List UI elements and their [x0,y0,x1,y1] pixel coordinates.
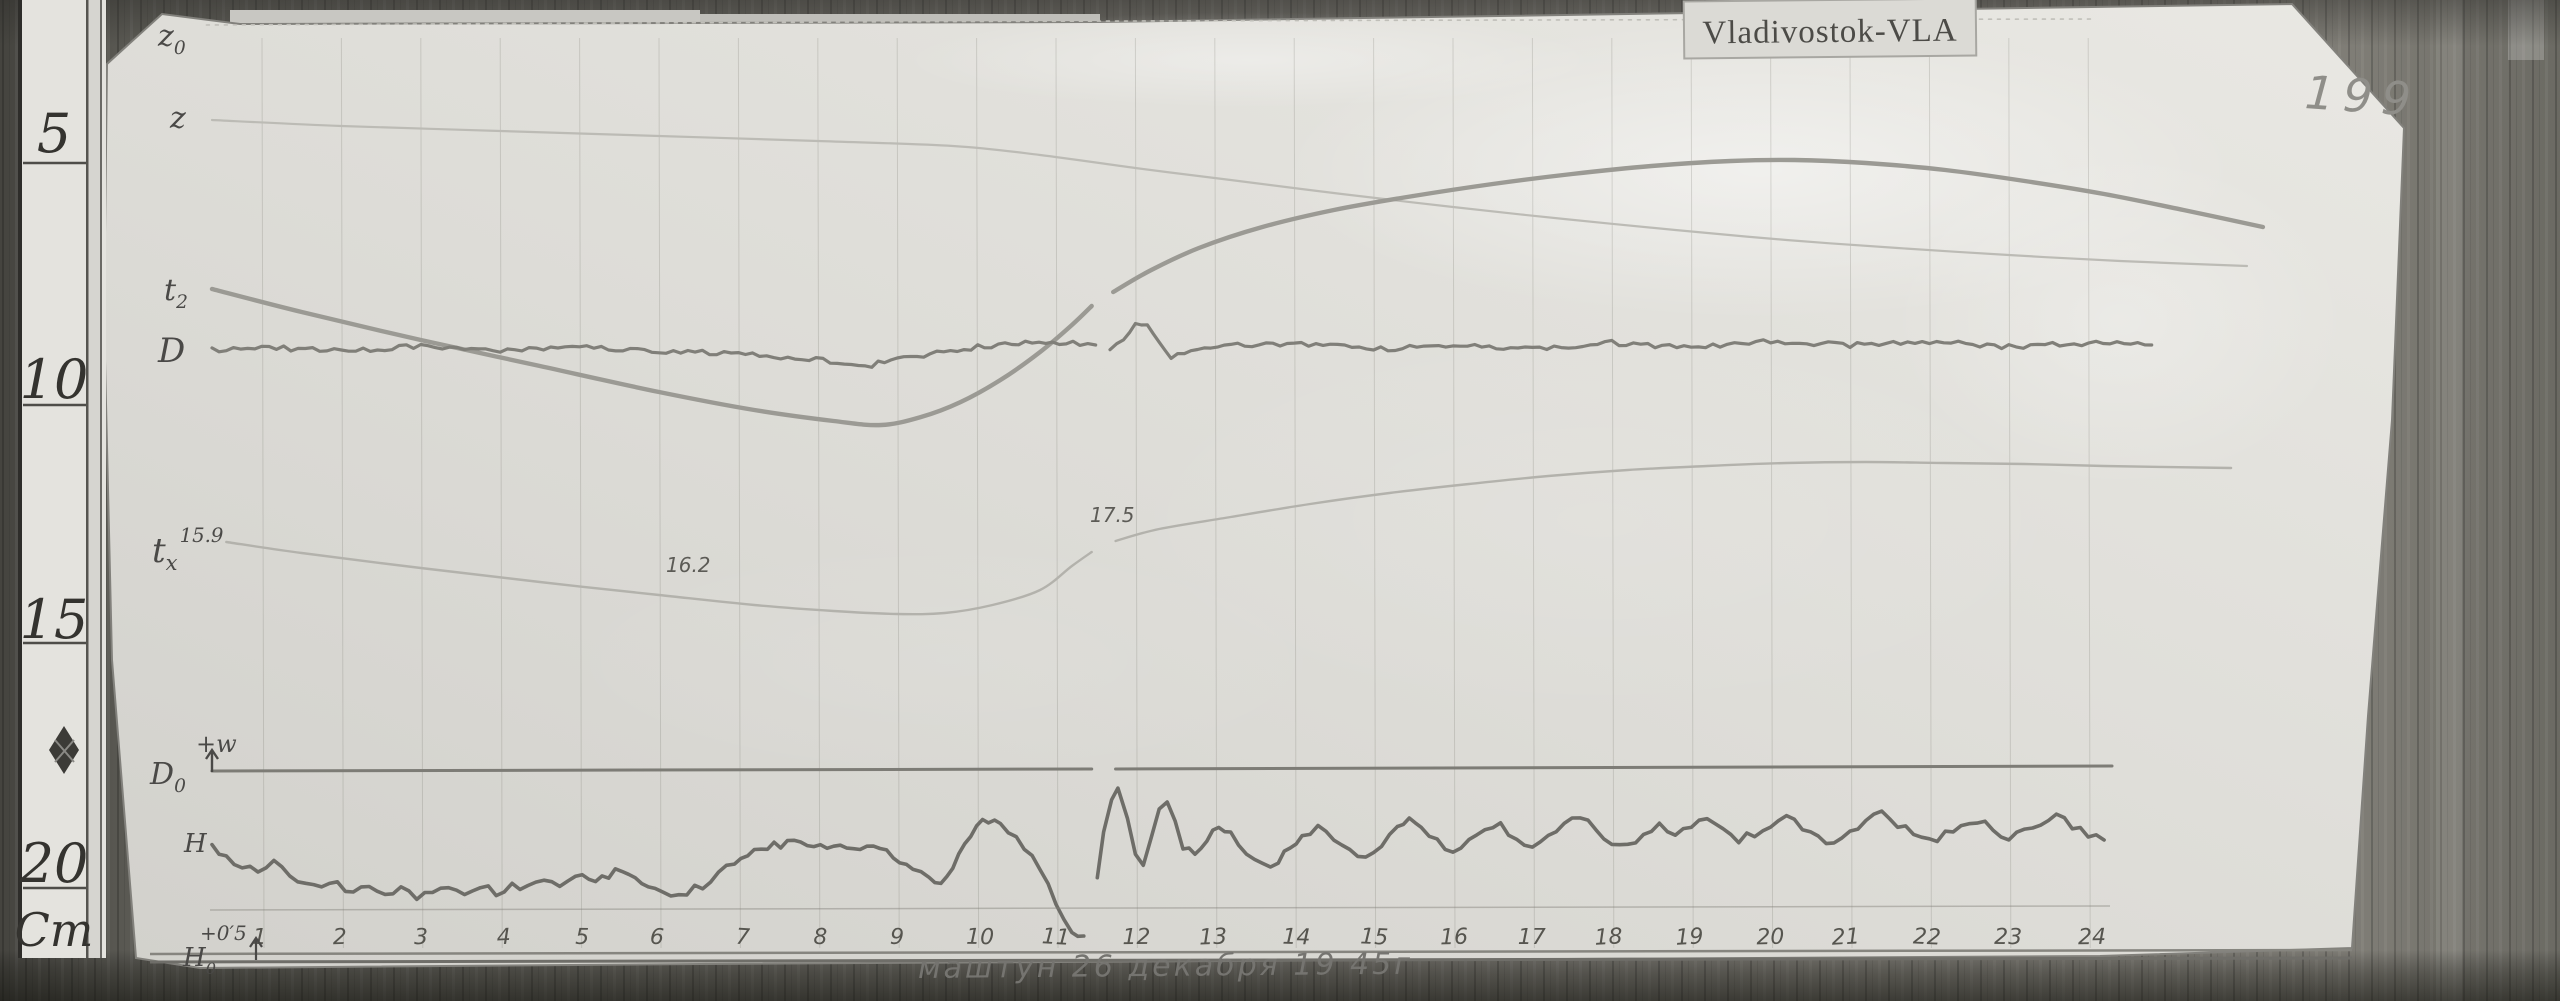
hour-gridline [1293,37,1297,949]
ruler-unit-label: Cm [15,903,94,957]
hour-label: 17 [1518,925,1546,950]
hour-gridline [340,37,344,949]
hour-gridline [658,37,662,949]
hour-label: 3 [414,925,428,950]
cm-ruler: 5 10 15 20 Cm [15,0,106,958]
hour-label: 7 [735,925,750,951]
wood-plank-highlight [2436,0,2462,1001]
trace-h-horizontal-intensity-trace [1095,786,2106,880]
trace-label-h0: H0 [182,943,216,978]
hour-label: 4 [496,925,511,951]
trace-label-d: D [157,331,185,371]
hour-gridline [1849,37,1853,949]
ruler-mark-20: 20 [19,832,89,895]
ruler-right-edge [100,0,102,958]
hour-label: 9 [890,925,905,950]
trace-t2-temperature-trace [209,286,1094,428]
hour-label: 21 [1831,924,1860,950]
ruler-inner-line [86,0,89,958]
lower-margin-line [209,905,2111,911]
hour-gridline [737,37,741,949]
hour-label: 14 [1282,925,1311,951]
ruler-mark-10: 10 [20,348,89,411]
trace-z-component [210,118,2249,268]
hour-gridline [976,37,980,949]
trace-d0-baseline [210,767,1094,773]
hour-gridline [1531,37,1535,949]
ruler-marks: 5 10 15 20 [19,102,89,895]
trace-d-declination-trace [1108,321,2154,360]
hour-gridline [1928,37,1932,949]
hour-label: 13 [1199,924,1228,950]
hour-label: 20 [1756,925,1785,951]
h-baseline-arrow-icon [249,936,263,960]
hour-label: 16 [1440,925,1469,951]
station-label-card: Vladivostok-VLA [1682,0,1978,60]
hour-gridline [1214,37,1218,949]
trace-label-t2: t2 [164,273,188,313]
trace-annotations: 16.2 17.5 [666,503,1135,577]
west-direction-arrow-icon [205,747,219,772]
date-inscription: маштун 26 декабря 19 45г [918,947,1413,986]
ruler-right-strip [88,0,102,958]
hour-label: 1 [252,925,267,950]
hour-label: 24 [2078,925,2106,950]
hour-gridline [2008,37,2012,949]
hour-label: 2 [332,925,347,950]
hour-label: 12 [1122,925,1150,950]
hour-gridline [817,37,821,949]
hour-label: 19 [1675,924,1704,950]
hour-label: 23 [1994,925,2022,950]
trace-tx-temperature-trace [225,540,1093,616]
hour-gridline [1690,37,1694,949]
hour-label: 22 [1912,924,1941,950]
hour-gridline [1770,37,1774,949]
hour-gridline [420,37,424,949]
trace-d0-baseline [1114,764,2114,771]
hour-label: 11 [1041,924,1070,951]
trace-tx-temperature-trace [1114,460,2233,543]
ruler-mark-5: 5 [37,102,71,165]
hour-label: 15 [1360,924,1389,950]
hour-label: 5 [575,925,589,950]
hour-gridline [1611,37,1615,949]
hour-labels: 1 2 3 4 5 6 7 8 9 10 11 12 13 14 15 16 17 18 19 20 21 22 23 24 [252,924,2106,951]
ruler-left-edge [18,0,22,958]
trace-label-z: z [169,101,186,136]
recorded-traces [205,18,2266,939]
hour-gridline [1055,37,1059,949]
hour-gridline [1373,37,1377,949]
page-number: 199 [2303,65,2421,127]
hour-gridlines [261,37,2091,949]
trace-label-plus05: +0′5 [200,921,247,945]
hour-label: 8 [813,925,827,950]
hour-label: 18 [1594,924,1623,950]
ruler-mark-15: 15 [20,588,89,651]
trace-h-horizontal-intensity-trace [210,817,1086,939]
bottom-rule-upper [149,948,2353,956]
hour-gridline [499,37,503,949]
trace-label-z0: z0 [157,19,186,59]
hour-label: 10 [966,925,994,950]
glare-highlights [520,12,2350,790]
station-label: Vladivostok-VLA [1702,13,1958,52]
annotation-value: 16.2 [666,553,711,577]
hour-gridline [1134,37,1138,949]
hour-label: 6 [649,925,665,951]
trace-t2-temperature-trace [1111,157,2266,295]
hour-gridline [579,37,583,949]
trace-label-tx: tx15.9 [152,524,223,575]
ruler-diamond-hatch [54,739,75,763]
annotation-value: 17.5 [1090,503,1135,527]
hour-gridline [261,37,265,949]
hour-gridline [896,37,900,949]
trace-label-h: H [183,829,208,859]
trace-d-declination-trace [210,339,1098,369]
trace-label-plus-w: +w [196,730,237,758]
bottom-rule-lower [149,956,2353,964]
trace-label-d0: D0 [149,757,186,797]
